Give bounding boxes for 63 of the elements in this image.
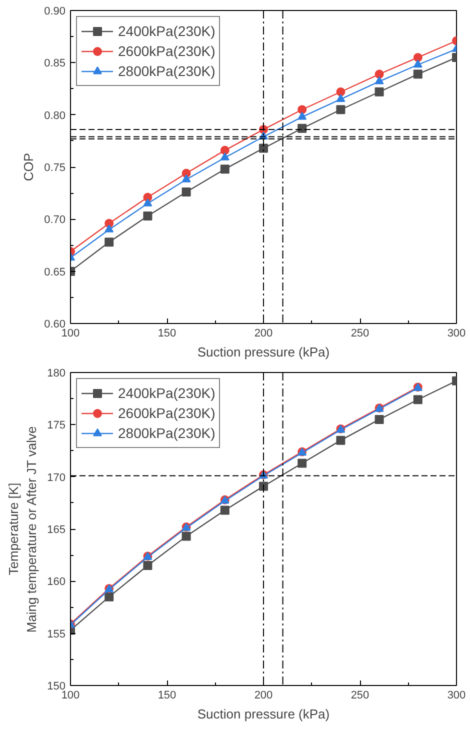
point [298,458,307,468]
point [413,60,422,68]
point [259,144,268,153]
point [182,532,191,541]
point [374,70,384,79]
x-axis-title: Suction pressure (kPa) [197,706,330,722]
legend-label: 2400kPa(230K) [118,23,216,39]
point [298,112,307,120]
point [336,436,346,445]
legend-label: 2800kPa(230K) [118,63,216,79]
point [374,414,384,424]
point [336,87,346,96]
y-tick-label: 155 [47,628,66,640]
x-tick-label: 100 [61,328,80,340]
legend-label: 2600kPa(230K) [118,405,216,421]
point [143,212,152,221]
point [336,94,346,102]
y-tick-label: 160 [47,576,66,588]
point [298,124,307,133]
y-axis-title: COP [21,152,36,182]
y-tick-label: 0.65 [44,266,66,278]
point [298,105,307,114]
y-tick-label: 0.70 [44,214,66,226]
x-tick-label: 200 [254,328,273,340]
legend-label: 2600kPa(230K) [118,43,216,59]
point [413,395,422,404]
y-tick-label: 175 [47,420,66,432]
legend-label: 2800kPa(230K) [118,425,216,441]
y-tick-label: 0.80 [44,110,66,122]
point [104,592,114,602]
x-tick-label: 100 [61,690,80,702]
y-tick-label: 180 [47,368,66,380]
y-tick-label: 0.85 [44,58,66,70]
y-tick-label: 165 [47,524,66,536]
point [220,164,230,174]
y-axis-title: Temperature [K] Maing temperature or After JT valve [6,426,40,633]
point [182,188,191,197]
point [413,70,422,79]
y-tick-label: 0.75 [44,162,66,174]
point [374,76,384,84]
point [220,506,230,515]
point [143,198,152,206]
point [104,238,114,247]
x-tick-label: 300 [447,328,466,340]
y-tick-label: 170 [47,472,66,484]
x-tick-label: 300 [447,690,466,702]
x-tick-label: 150 [158,690,176,702]
point [336,105,346,114]
y-tick-label: 0.90 [44,6,66,18]
point [374,87,384,96]
point [182,174,191,182]
point [220,152,230,160]
x-tick-label: 200 [254,690,273,702]
point [143,561,152,570]
x-tick-label: 250 [350,328,370,340]
point [104,224,114,232]
x-axis-title: Suction pressure (kPa) [197,344,330,360]
point [220,146,230,155]
point [413,52,422,62]
legend-label: 2400kPa(230K) [118,385,216,401]
x-tick-label: 250 [350,690,370,702]
point [259,482,268,491]
x-tick-label: 150 [158,328,176,340]
